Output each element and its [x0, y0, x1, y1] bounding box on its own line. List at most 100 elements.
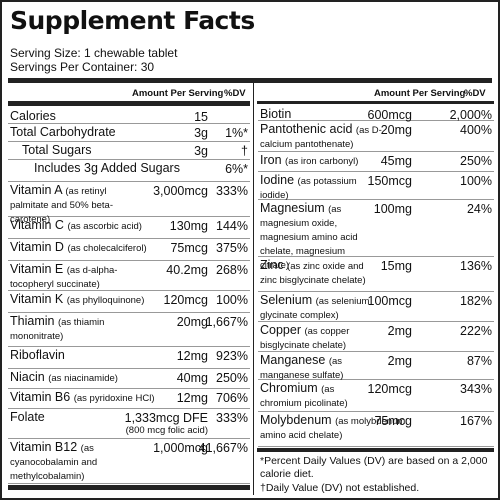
footnote: †Daily Value (DV) not established.	[260, 482, 420, 494]
name-text: Vitamin K	[10, 292, 64, 306]
nutrient-row: Includes 3g Added Sugars 6%*	[8, 160, 250, 182]
name-text: Zinc	[260, 258, 284, 272]
amount-text: 3,000mcg	[153, 184, 208, 198]
source-note: (as copper bisglycinate chelate)	[260, 326, 350, 351]
thick-rule	[8, 485, 250, 490]
amount: 3g	[194, 144, 208, 158]
amount: 130mg	[170, 219, 208, 233]
amount: 2mg	[388, 354, 412, 368]
source-note: (as niacinamide)	[48, 373, 118, 384]
daily-value: †	[241, 144, 248, 158]
name-text: Total Sugars	[22, 143, 92, 157]
name-text: Vitamin E	[10, 262, 64, 276]
amount: 120mcg	[164, 293, 208, 307]
source-note: (as cyanocobalamin and methylcobalamin)	[10, 443, 98, 482]
daily-value: 2,000%	[449, 108, 492, 122]
daily-value: 333%	[216, 184, 248, 198]
daily-value: 100%	[460, 174, 492, 188]
nutrient-name: Biotin	[260, 108, 380, 121]
nutrient-row: Iodine (as potassium iodide) 150mcg 100%	[258, 172, 494, 201]
amount-text: 120mcg	[367, 382, 412, 396]
name-text: Vitamin B12	[10, 440, 78, 454]
thick-rule	[8, 78, 492, 83]
amount: 20mg	[177, 315, 208, 329]
amount-text: 100mg	[373, 202, 412, 216]
nutrient-row: Vitamin B12 (as cyanocobalamin and methy…	[8, 439, 250, 484]
amount-text: 2mg	[387, 354, 412, 368]
name-text: Pantothenic acid	[260, 122, 353, 136]
amount-text: 20mg	[380, 123, 412, 137]
amount: 1,333mcg DFE (800 mcg folic acid)	[125, 411, 208, 436]
name-text: Total Carbohydrate	[10, 125, 116, 139]
nutrient-name: Vitamin A (as retinyl palmitate and 50% …	[10, 184, 145, 226]
amount: 120mcg	[368, 382, 412, 396]
amount-text: 20mg	[176, 315, 208, 329]
nutrient-name: Total Sugars	[22, 144, 172, 157]
name-text: Vitamin C	[10, 218, 64, 232]
amount-text: 120mcg	[163, 293, 208, 307]
name-text: Chromium	[260, 381, 318, 395]
daily-value: 222%	[460, 324, 492, 338]
nutrient-row: Magnesium (as magnesium oxide, magnesium…	[258, 200, 494, 271]
source-note: (as d-alpha-tocopheryl succinate)	[10, 265, 118, 290]
amount: 40.2mg	[166, 263, 208, 277]
source-note: (as potassium iodide)	[260, 176, 357, 201]
amount: 15	[194, 110, 208, 124]
nutrient-row: Biotin 600mcg 2,000%	[258, 106, 494, 122]
nutrient-name: Total Carbohydrate	[10, 126, 160, 139]
source-note: (as thiamin mononitrate)	[10, 317, 105, 342]
footnote: *Percent Daily Values (DV) are based on …	[260, 455, 488, 480]
amount-note: (800 mcg folic acid)	[125, 425, 208, 436]
amount: 40mg	[177, 371, 208, 385]
name-text: Copper	[260, 323, 301, 337]
nutrient-row: Vitamin C (as ascorbic acid) 130mg 144%	[8, 217, 250, 239]
serving-size: Serving Size: 1 chewable tablet	[10, 46, 178, 60]
amount-text: 1,333mcg DFE	[124, 411, 208, 425]
amount-text: 40.2mg	[166, 263, 208, 277]
amount-text: 75mcg	[374, 414, 412, 428]
daily-value: 24%	[466, 202, 492, 216]
daily-value: 343%	[460, 382, 492, 396]
daily-value: 333%	[216, 411, 248, 425]
daily-value: 375%	[216, 241, 248, 255]
nutrient-row: Copper (as copper bisglycinate chelate) 2…	[258, 322, 494, 352]
nutrient-row: Vitamin B6 (as pyridoxine HCl) 12mg 706%	[8, 389, 250, 409]
source-note: (as ascorbic acid)	[67, 221, 142, 232]
nutrient-row: Selenium (as selenium glycinate complex)…	[258, 292, 494, 322]
nutrient-row: Chromium (as chromium picolinate) 120mcg 3…	[258, 380, 494, 412]
name-text: Iodine	[260, 173, 295, 187]
nutrient-name: Magnesium (as magnesium oxide, magnesium…	[260, 202, 375, 272]
daily-value: 250%	[216, 371, 248, 385]
amount: 20mg	[381, 123, 412, 137]
amount-text: 2mg	[387, 324, 412, 338]
nutrient-name: Includes 3g Added Sugars	[34, 162, 234, 175]
daily-value: 1,667%	[205, 315, 248, 329]
daily-value: 706%	[216, 391, 248, 405]
amount: 100mcg	[368, 294, 412, 308]
nutrient-name: Vitamin C (as ascorbic acid)	[10, 219, 160, 233]
nutrient-row: Total Carbohydrate 3g 1%*	[8, 124, 250, 142]
amount: 100mg	[374, 202, 412, 216]
source-note: (as iron carbonyl)	[285, 156, 359, 167]
amount: 3,000mcg	[153, 184, 208, 198]
amount-text: 75mcg	[170, 241, 208, 255]
daily-value: 6%*	[225, 162, 248, 176]
amount-text: 45mg	[380, 154, 412, 168]
name-text: Selenium	[260, 293, 313, 307]
nutrient-row: Vitamin E (as d-alpha-tocopheryl succina…	[8, 261, 250, 291]
name-text: Includes 3g Added Sugars	[34, 161, 180, 175]
source-note: (as retinyl palmitate and 50% beta-carot…	[10, 186, 113, 225]
amount: 2mg	[388, 324, 412, 338]
nutrient-name: Pantothenic acid (as D-calcium pantothen…	[260, 123, 410, 151]
amount-text: 600mcg	[367, 108, 412, 122]
amount: 15mg	[381, 259, 412, 273]
nutrient-row: Total Sugars 3g †	[8, 142, 250, 160]
name-text: Manganese	[260, 353, 326, 367]
source-note: (as D-calcium pantothenate)	[260, 125, 382, 150]
amount: 75mcg	[374, 414, 412, 428]
nutrient-row: Manganese (as manganese sulfate) 2mg 87%	[258, 352, 494, 381]
nutrient-name: Zinc (as zinc oxide and zinc bisglycinat…	[260, 259, 380, 287]
amount-text: 3g	[194, 144, 208, 158]
daily-value: 923%	[216, 349, 248, 363]
dv-header: %DV	[224, 88, 246, 99]
